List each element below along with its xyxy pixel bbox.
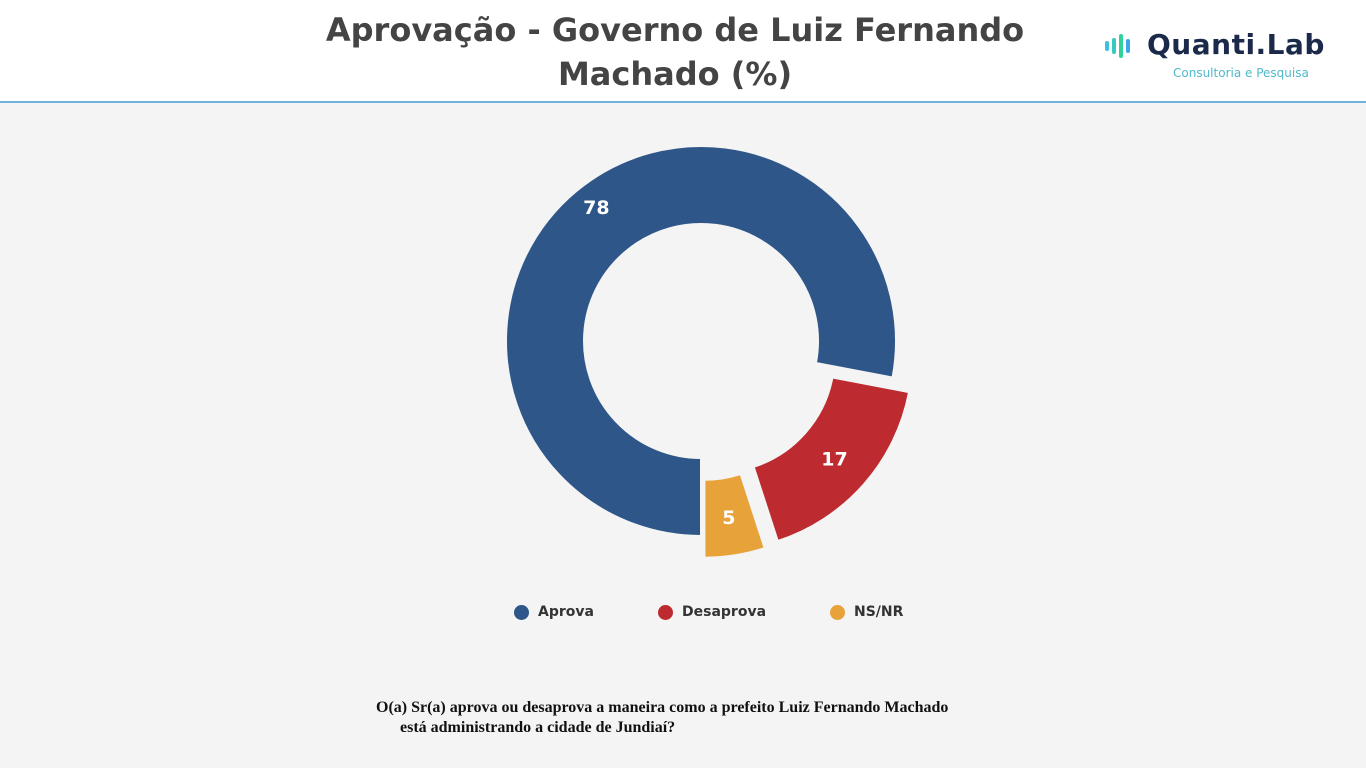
logo: Quanti.Lab Consultoria e Pesquisa	[1105, 28, 1335, 88]
logo-name: Quanti.Lab	[1147, 28, 1325, 61]
legend-label: Desaprova	[682, 604, 767, 620]
question-line-2: está administrando a cidade de Jundiaí?	[400, 719, 676, 736]
page-title: Aprovação - Governo de Luiz Fernando Mac…	[325, 11, 1025, 93]
header: Aprovação - Governo de Luiz Fernando Mac…	[0, 0, 1366, 103]
slice-aprova	[505, 145, 897, 538]
donut-chart: 78 17 5	[505, 145, 911, 559]
question-line-1: O(a) Sr(a) aprova ou desaprova a maneira…	[376, 699, 949, 716]
data-label: 17	[821, 449, 847, 471]
legend-item: NS/NR	[830, 604, 903, 620]
legend-dot-icon	[514, 604, 529, 620]
legend-dot-icon	[658, 604, 673, 620]
slice-desaprova	[752, 376, 911, 543]
logo-bars-icon	[1105, 34, 1130, 58]
legend-item: Desaprova	[658, 604, 766, 620]
logo-tagline: Consultoria e Pesquisa	[1173, 66, 1309, 80]
legend: Aprova Desaprova NS/NR	[0, 604, 1366, 624]
slice-nsnr	[703, 472, 766, 559]
survey-question: O(a) Sr(a) aprova ou desaprova a maneira…	[376, 698, 1013, 738]
legend-dot-icon	[830, 604, 845, 620]
data-label: 78	[583, 197, 609, 219]
legend-item: Aprova	[514, 604, 594, 620]
data-label: 5	[722, 507, 735, 529]
legend-label: NS/NR	[854, 604, 904, 620]
legend-label: Aprova	[538, 604, 594, 620]
